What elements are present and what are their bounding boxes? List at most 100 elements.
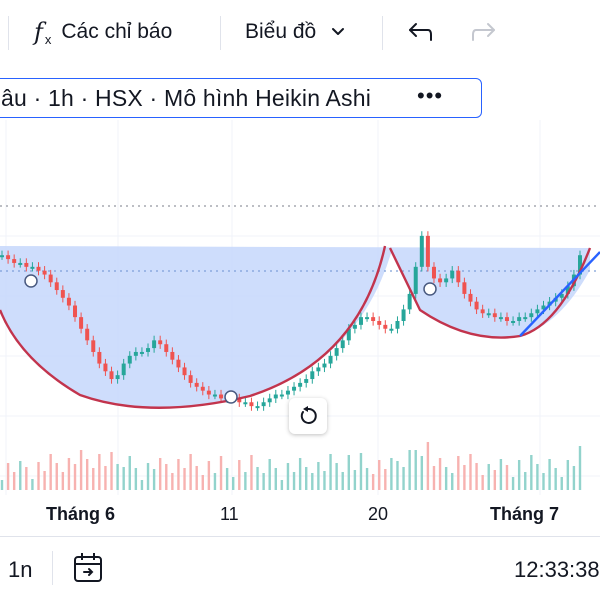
function-icon: f <box>34 18 43 46</box>
candle-body <box>109 371 114 380</box>
price-chart[interactable] <box>0 120 600 536</box>
candle-body <box>346 328 351 341</box>
candle-body <box>450 270 455 279</box>
reset-chart-button[interactable] <box>289 398 327 434</box>
candle-body <box>498 317 503 320</box>
chart-type-button[interactable]: Biểu đồ <box>245 14 346 50</box>
volume-bar <box>335 463 338 490</box>
volume-bar <box>207 461 211 490</box>
calendar-goto-icon[interactable] <box>72 551 106 585</box>
candle-body <box>468 293 473 302</box>
volume-bar <box>524 472 527 490</box>
candle-body <box>188 375 193 383</box>
candle-body <box>133 351 138 356</box>
volume-bar <box>292 472 296 490</box>
volume-bar <box>104 466 107 490</box>
candle-body <box>383 324 388 329</box>
chart-type-label: Biểu đồ <box>245 20 317 43</box>
candle-body <box>352 324 357 329</box>
toolbar-divider <box>382 16 383 50</box>
candle-body <box>139 351 144 354</box>
candle-body <box>456 270 461 283</box>
candle-body <box>298 382 303 387</box>
volume-bar <box>384 469 387 490</box>
volume-bar <box>55 463 58 490</box>
volume-bar <box>566 460 570 490</box>
volume-bar <box>146 463 150 490</box>
volume-bar <box>25 467 28 490</box>
candle-body <box>164 344 169 352</box>
chevron-down-icon <box>332 28 345 35</box>
candle-body <box>158 340 163 345</box>
candle-body <box>54 282 59 291</box>
candle-body <box>97 351 102 364</box>
candle-body <box>425 235 430 267</box>
volume-bar <box>244 472 247 490</box>
symbol-legend[interactable]: âu · 1h · HSX · Mô hình Heikin Ashi ••• <box>0 78 482 118</box>
candle-body <box>413 266 418 294</box>
volume-bar <box>12 472 16 490</box>
candle-body <box>419 235 424 267</box>
candle-body <box>517 317 522 321</box>
range-1d-button[interactable]: 1n <box>8 557 33 582</box>
volume-bar <box>134 468 138 490</box>
candle-body <box>30 266 35 269</box>
volume-bar <box>274 468 277 490</box>
candle-body <box>389 328 394 331</box>
x-tick-label: Tháng 6 <box>46 504 116 524</box>
redo-button[interactable] <box>470 14 498 50</box>
candle-body <box>304 379 309 383</box>
volume-bar <box>554 468 557 490</box>
volume-bar <box>481 475 484 490</box>
candle-body <box>212 394 217 397</box>
clock-label: 12:33:38 <box>514 557 600 582</box>
volume-bar <box>414 450 417 490</box>
candle-body <box>0 255 4 258</box>
candle-body <box>474 301 479 310</box>
candle-body <box>66 297 71 306</box>
volume-bar <box>548 459 551 490</box>
candle-body <box>377 321 382 325</box>
bottom-toolbar-divider <box>52 551 53 585</box>
volume-bar <box>140 480 144 490</box>
volume-bar <box>298 458 302 490</box>
volume-bar <box>432 466 436 490</box>
volume-bar <box>177 459 180 490</box>
volume-bar <box>560 477 563 490</box>
candle-body <box>541 305 546 310</box>
candle-body <box>249 402 254 407</box>
volume-bar <box>444 467 448 490</box>
volume-bar <box>219 456 223 490</box>
candle-body <box>36 266 41 271</box>
volume-bar <box>195 466 198 490</box>
candle-body <box>255 406 260 409</box>
volume-bar <box>238 460 241 490</box>
candle-body <box>273 394 278 399</box>
candle-body <box>292 386 297 391</box>
candle-body <box>535 309 540 314</box>
candle-body <box>504 317 509 321</box>
drawing-anchor-point <box>224 390 238 404</box>
candle-body <box>79 317 84 329</box>
reset-icon <box>300 406 317 424</box>
volume-bar <box>511 477 515 490</box>
volume-bar <box>469 454 472 490</box>
volume-bar <box>171 473 174 490</box>
breakout-trend-line <box>519 251 600 337</box>
candle-body <box>279 394 284 397</box>
volume-bar <box>67 458 71 490</box>
volume-bar <box>572 466 576 490</box>
candle-body <box>267 398 272 403</box>
volume-bar <box>487 464 490 490</box>
undo-icon <box>409 23 432 41</box>
candle-body <box>511 321 516 323</box>
undo-button[interactable] <box>406 14 434 50</box>
candle-body <box>42 270 47 275</box>
legend-title: âu · 1h · HSX · Mô hình Heikin Ashi <box>1 85 372 111</box>
candle-body <box>85 328 90 341</box>
pattern-fill-area <box>0 246 590 408</box>
candle-body <box>176 359 181 368</box>
candle-body <box>6 255 11 260</box>
more-options-icon[interactable]: ••• <box>417 83 444 108</box>
